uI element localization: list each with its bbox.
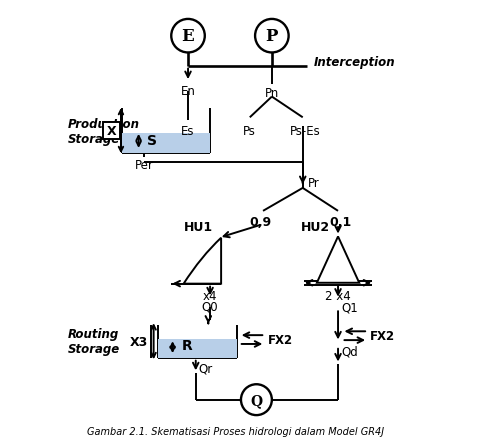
Bar [158,339,236,358]
Text: Q1: Q1 [342,301,358,314]
Text: Per: Per [135,159,153,172]
Text: X3: X3 [130,335,148,348]
Text: Pn: Pn [265,87,279,100]
Text: 2 x4: 2 x4 [325,289,351,302]
Text: Gambar 2.1. Skematisasi Proses hidrologi dalam Model GR4J: Gambar 2.1. Skematisasi Proses hidrologi… [87,426,384,436]
Text: HU1: HU1 [183,221,213,234]
Text: Qd: Qd [342,345,358,358]
Text: Routing
Storage: Routing Storage [68,327,120,355]
Text: Interception: Interception [314,56,396,69]
Text: Ps: Ps [243,125,256,138]
Text: P: P [266,28,278,45]
Text: Production
Storage: Production Storage [68,117,140,145]
PathPatch shape [183,238,221,284]
Text: Es: Es [181,125,195,138]
Bar [122,134,210,153]
Text: Q: Q [250,393,263,407]
Text: Ps-Es: Ps-Es [290,125,321,138]
Text: FX2: FX2 [370,329,395,343]
Text: 0,9: 0,9 [250,216,272,229]
Text: Qr: Qr [198,361,212,374]
Circle shape [255,20,289,53]
Text: R: R [181,339,192,353]
FancyBboxPatch shape [103,123,120,140]
Text: 0,1: 0,1 [329,216,351,229]
Text: S: S [148,134,157,148]
Text: Q0: Q0 [202,300,218,313]
Text: FX2: FX2 [268,333,292,346]
Circle shape [171,20,205,53]
Text: E: E [181,28,195,45]
PathPatch shape [317,237,359,283]
Circle shape [241,385,272,415]
Text: En: En [180,85,196,98]
Text: HU2: HU2 [300,221,330,234]
Text: X: X [107,125,116,138]
Text: x4: x4 [203,290,217,303]
Text: Pr: Pr [308,177,320,190]
